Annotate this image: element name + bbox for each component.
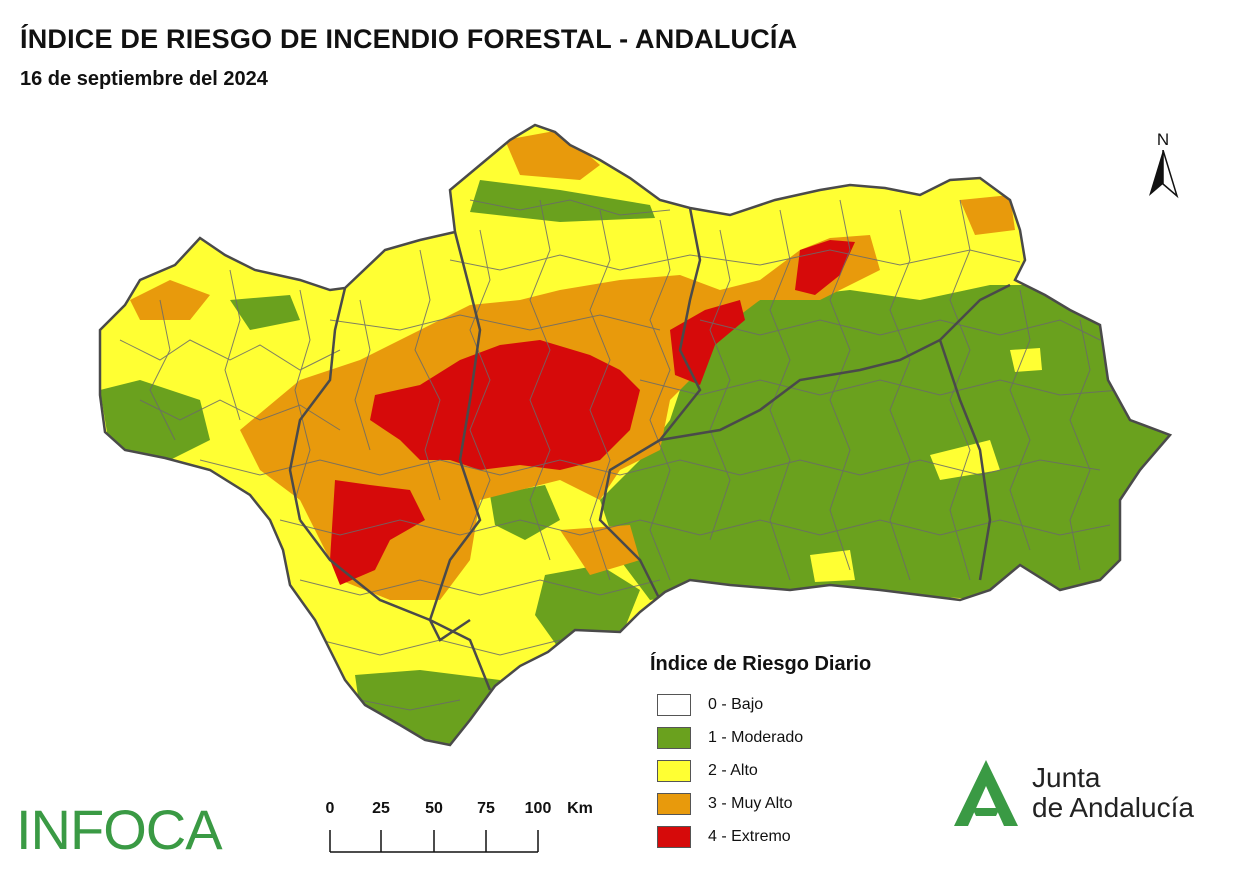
legend-item-alto: 2 - Alto	[650, 754, 871, 787]
legend-item-muy-alto: 3 - Muy Alto	[650, 787, 871, 820]
north-arrow: N	[1145, 130, 1181, 205]
municipal-boundaries	[119, 199, 1121, 711]
scale-bar: 0 25 50 75 100 Km	[318, 800, 593, 859]
zone-muy-alto-west	[130, 280, 210, 320]
zone-extremo-southwest	[330, 480, 425, 585]
junta-text: Junta de Andalucía	[1032, 763, 1194, 823]
legend-label: 0 - Bajo	[708, 695, 764, 713]
legend-label: 3 - Muy Alto	[708, 794, 793, 812]
junta-andalucia-icon	[954, 760, 1018, 826]
zone-muy-alto-ne	[960, 195, 1015, 235]
scale-tick-label: 0	[325, 800, 335, 817]
zone-alto-east-3	[810, 550, 855, 582]
risk-zones	[100, 125, 1170, 745]
scale-tick-label: 100	[524, 800, 552, 817]
zone-moderado-center	[490, 485, 560, 540]
zone-extremo-northeast	[795, 240, 855, 295]
infoca-logo: INFOCA	[16, 798, 223, 861]
legend-title: Índice de Riesgo Diario	[650, 653, 872, 675]
zone-extremo-central	[370, 340, 640, 470]
legend-swatch	[657, 759, 691, 782]
legend-swatch	[657, 792, 691, 815]
zone-extremo-jaen	[670, 300, 745, 385]
zone-moderado-west	[100, 380, 210, 460]
legend-swatch	[657, 693, 691, 716]
legend-label: 1 - Moderado	[708, 728, 804, 746]
zone-muy-alto-north	[505, 130, 600, 180]
province-boundaries	[288, 207, 1011, 691]
scale-tick-label: 50	[425, 800, 443, 817]
legend-label: 4 - Extremo	[708, 827, 791, 845]
junta-line2: de Andalucía	[1032, 792, 1194, 823]
scale-tick-label: 75	[477, 800, 495, 817]
legend: Índice de Riesgo Diario 0 - Bajo 1 - Mod…	[650, 653, 871, 853]
legend-item-moderado: 1 - Moderado	[650, 721, 871, 754]
zone-moderado-malaga	[535, 565, 640, 650]
scale-labels: 0 25 50 75 100 Km	[318, 800, 593, 822]
zone-alto-east-2	[1010, 348, 1042, 372]
scale-tick-label: 25	[372, 800, 390, 817]
junta-line1: Junta	[1032, 762, 1101, 793]
scale-ruler	[329, 830, 539, 853]
map-title: ÍNDICE DE RIESGO DE INCENDIO FORESTAL - …	[20, 24, 798, 54]
legend-swatch	[657, 825, 691, 848]
junta-andalucia-logo: Junta de Andalucía	[950, 758, 1194, 828]
legend-label: 2 - Alto	[708, 761, 758, 779]
legend-swatch	[657, 726, 691, 749]
zone-moderado-huelva	[230, 295, 300, 330]
scale-unit: Km	[567, 800, 593, 817]
north-label: N	[1156, 130, 1170, 149]
legend-item-bajo: 0 - Bajo	[650, 688, 871, 721]
north-arrow-icon	[1149, 149, 1179, 199]
map-subtitle: 16 de septiembre del 2024	[20, 68, 268, 90]
legend-item-extremo: 4 - Extremo	[650, 820, 871, 853]
